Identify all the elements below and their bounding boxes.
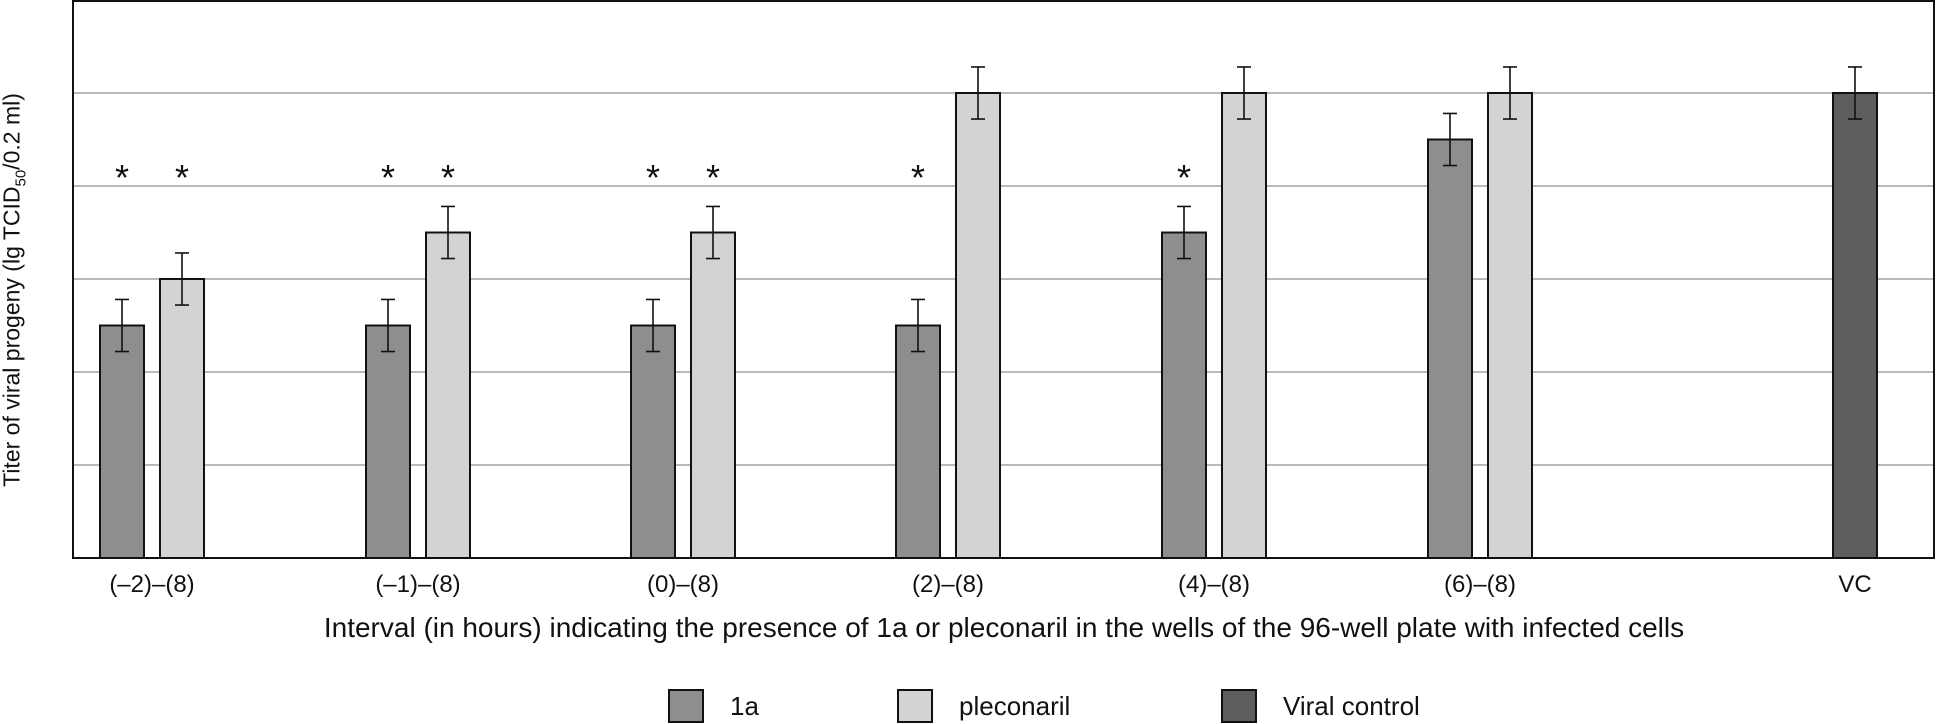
- bar-pleconaril: [690, 231, 736, 559]
- bars: [99, 92, 1878, 559]
- gridlines: [74, 92, 1933, 466]
- bar-viral-control: [1832, 92, 1878, 559]
- bar-1a: [1427, 138, 1473, 559]
- significance-asterisk: *: [115, 157, 129, 198]
- significance-asterisk: *: [381, 157, 395, 198]
- x-tick-labels: (–2)–(8) (–1)–(8) (0)–(8) (2)–(8) (4)–(8) (6)…: [109, 571, 1871, 598]
- significance-asterisk: *: [441, 157, 455, 198]
- x-tick-label: (–1)–(8): [375, 571, 460, 598]
- x-tick-label: (–2)–(8): [109, 571, 194, 598]
- bar-1a: [1161, 231, 1207, 559]
- bar-pleconaril: [159, 278, 205, 559]
- bar-1a: [895, 324, 941, 559]
- bar-pleconaril: [1487, 92, 1533, 559]
- x-axis-label: Interval (in hours) indicating the prese…: [323, 612, 1685, 643]
- significance-marks: * * * * * * * *: [115, 157, 1191, 198]
- significance-asterisk: *: [175, 157, 189, 198]
- bar-1a: [99, 324, 145, 559]
- legend-label-1a: 1a: [730, 690, 759, 721]
- x-tick-label: VC: [1838, 571, 1871, 598]
- x-tick-label: (6)–(8): [1444, 571, 1516, 598]
- legend-item-1a: 1a: [668, 688, 759, 724]
- y-axis-label-main: Titer of viral progeny (lg TCID: [0, 186, 25, 487]
- plot-frame: [72, 0, 1935, 559]
- significance-asterisk: *: [911, 157, 925, 198]
- legend-swatch-pleconaril: [897, 689, 933, 723]
- y-axis-label-subscript: 50: [12, 169, 30, 187]
- legend-label-viral-control: Viral control: [1283, 690, 1420, 721]
- significance-asterisk: *: [646, 157, 660, 198]
- legend-label-pleconaril: pleconaril: [959, 690, 1071, 721]
- y-axis-label-end: /0.2 ml): [0, 93, 25, 170]
- error-bars: [115, 66, 1862, 353]
- legend-item-pleconaril: pleconaril: [897, 688, 1070, 724]
- legend-item-viral-control: Viral control: [1221, 688, 1420, 724]
- legend-swatch-1a: [668, 689, 704, 723]
- legend-swatch-viral-control: [1221, 689, 1257, 723]
- x-tick-label: (4)–(8): [1178, 571, 1250, 598]
- x-tick-label: (2)–(8): [912, 571, 984, 598]
- bar-pleconaril: [425, 231, 471, 559]
- significance-asterisk: *: [1177, 157, 1191, 198]
- x-tick-label: (0)–(8): [647, 571, 719, 598]
- legend: 1a pleconaril Viral control: [0, 688, 1936, 724]
- bar-1a: [365, 324, 411, 559]
- bar-pleconaril: [955, 92, 1001, 559]
- significance-asterisk: *: [706, 157, 720, 198]
- bar-1a: [630, 324, 676, 559]
- bar-pleconaril: [1221, 92, 1267, 559]
